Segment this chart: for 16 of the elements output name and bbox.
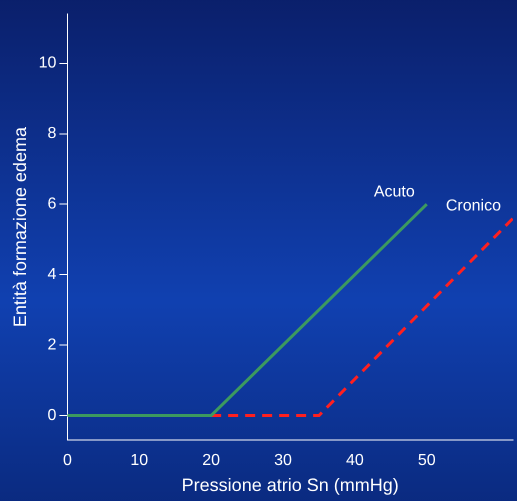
x-tick-label: 0	[62, 452, 72, 470]
x-tick-label: 30	[274, 452, 292, 470]
y-tick-label: 8	[47, 125, 56, 142]
series-label: Acuto	[374, 184, 415, 201]
y-tick-label: 0	[47, 406, 56, 424]
x-tick-label: 40	[346, 452, 364, 470]
y-tick-label: 4	[47, 266, 56, 284]
y-axis-title: Entità formazione edema	[10, 126, 30, 328]
x-tick-label: 50	[418, 452, 436, 470]
x-axis-title: Pressione atrio Sn (mmHg)	[182, 475, 399, 496]
y-tick-label: 2	[47, 336, 56, 354]
y-tick-label: 10	[38, 54, 56, 72]
series-label: Cronico	[446, 198, 502, 215]
y-tick-label: 6	[47, 196, 56, 213]
x-tick-label: 20	[202, 452, 220, 470]
x-tick-label: 10	[130, 452, 148, 470]
